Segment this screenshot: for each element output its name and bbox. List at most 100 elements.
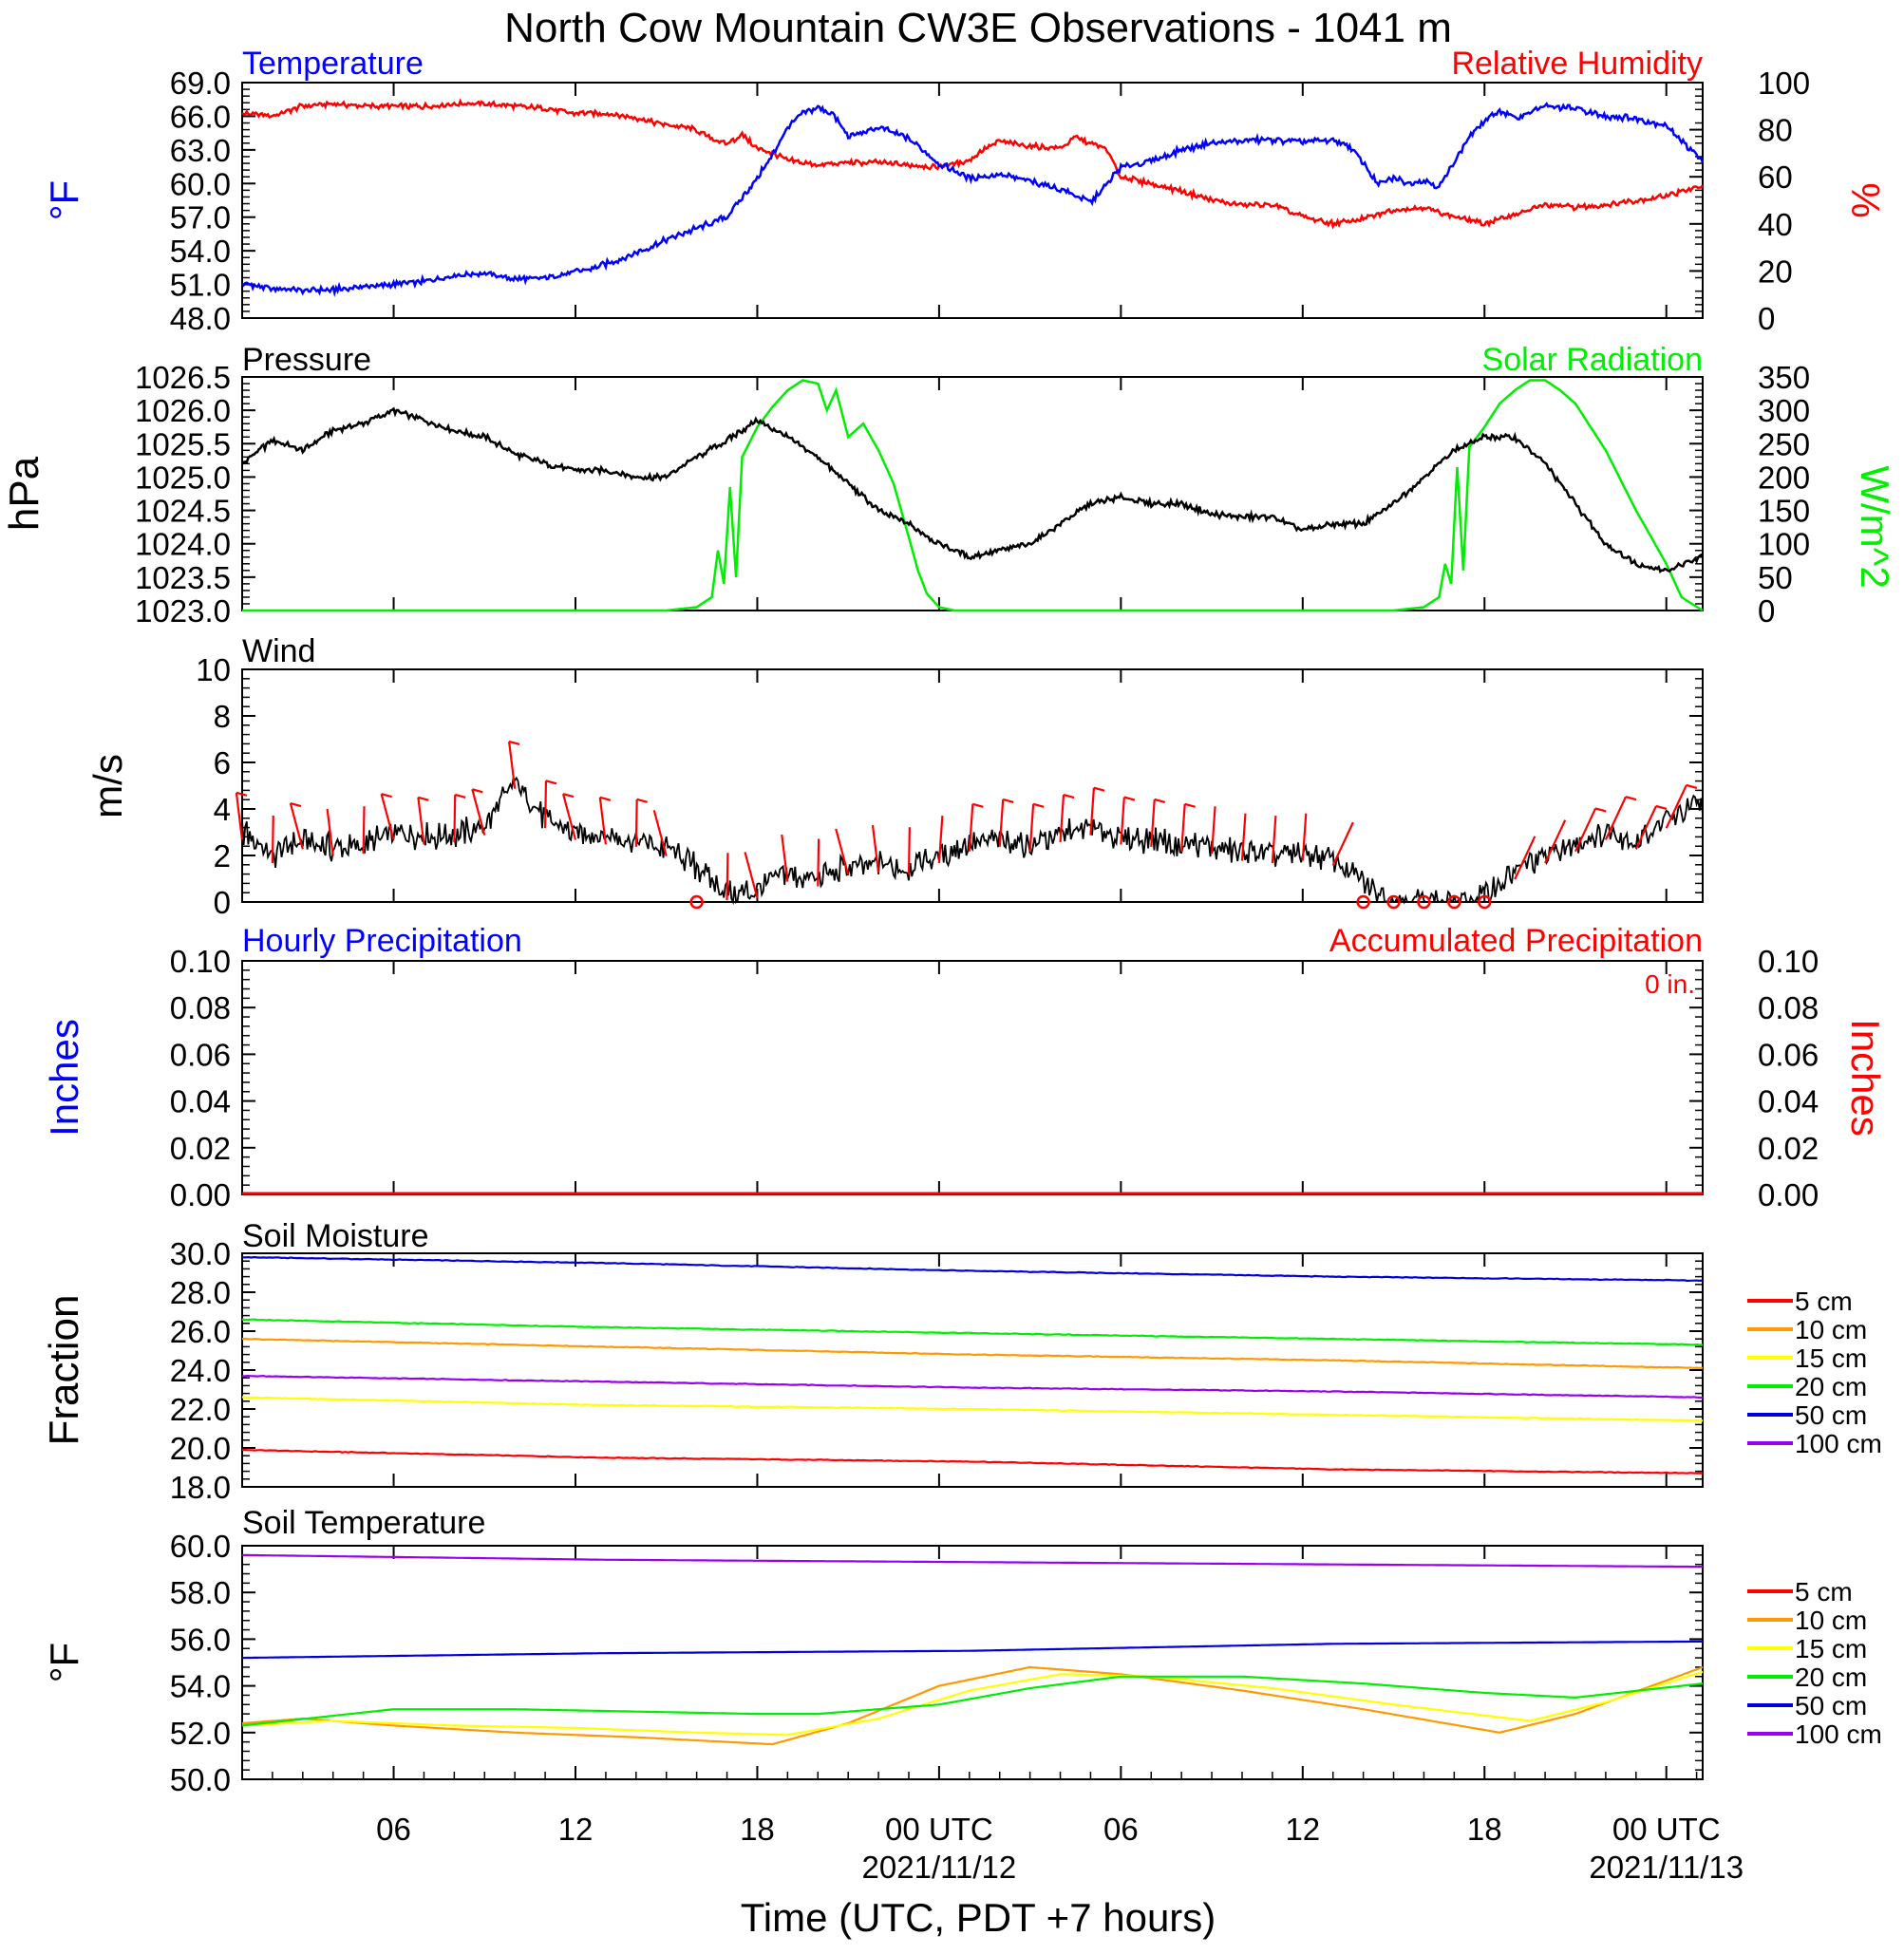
wind-barb (634, 799, 638, 847)
soil-temp-line-20cm (241, 1675, 1704, 1727)
soil-temp-legend-label: 100 cm (1795, 1719, 1882, 1749)
soil-moisture-legend-label: 100 cm (1795, 1429, 1882, 1458)
pressure-tick-label: 1023.0 (135, 593, 231, 629)
pressure-tick-label: 1024.5 (135, 494, 231, 529)
soil-moisture-title: Soil Moisture (242, 1218, 429, 1254)
wind-tick-label: 10 (196, 652, 231, 687)
precip-tick-label: 0.00 (170, 1177, 231, 1212)
pressure-title: Pressure (242, 342, 371, 378)
soil-temp-tick-label: 52.0 (170, 1716, 231, 1751)
wind-barb-flag (1625, 796, 1637, 801)
pressure-tick-label: 1025.0 (135, 460, 231, 495)
soil-temp-legend-label: 20 cm (1795, 1663, 1867, 1692)
precip-left-axis-label: Inches (42, 1019, 86, 1137)
soil-moisture-legend-label: 10 cm (1795, 1315, 1867, 1344)
wind-barb (652, 810, 668, 856)
wind-barb (1301, 813, 1308, 861)
wind-barb-flag (545, 780, 557, 785)
x-tick-label: 00 UTC (885, 1812, 993, 1847)
temperature-tick-label: 51.0 (170, 268, 231, 303)
soil-moisture-legend-label: 5 cm (1795, 1287, 1853, 1316)
wind-barb (937, 816, 944, 864)
soil-moisture-panel-frame (241, 1252, 1704, 1488)
wind-barb (1150, 799, 1156, 847)
wind-barb (1331, 821, 1354, 866)
temperature-line (241, 102, 1705, 298)
calm-wind-marker (1386, 894, 1401, 910)
wind-barb-flag (508, 740, 520, 746)
wind-barb-flag (1686, 783, 1698, 789)
wind-tick-label: 6 (214, 745, 231, 780)
wind-barb-flag (1093, 786, 1105, 792)
soil-moisture-line-5cm (241, 1448, 1704, 1475)
solar-right-tick-label: 0 (1758, 593, 1775, 629)
humidity-right-tick-label: 80 (1758, 113, 1793, 148)
wind-barb-flag (1002, 798, 1014, 804)
wind-barb (1240, 813, 1247, 861)
x-tick-label: 00 UTC (1612, 1812, 1721, 1847)
wind-tick-label: 4 (214, 792, 231, 827)
wind-barb (1210, 806, 1216, 855)
wind-barb (235, 792, 244, 840)
wind-barb (1120, 797, 1125, 845)
soil-temp-title: Soil Temperature (242, 1505, 485, 1541)
soil-temp-line-100cm (241, 1553, 1703, 1569)
temperature-tick-label: 54.0 (170, 234, 231, 269)
precip-tick-label: 0.10 (170, 944, 231, 979)
precip-panel-frame (241, 960, 1704, 1195)
precip-right-axis-label: Inches (1843, 1019, 1888, 1137)
soil-temp-tick-label: 60.0 (170, 1529, 231, 1564)
solar-right-tick-label: 150 (1758, 494, 1810, 529)
panels: 48.051.054.057.060.063.066.069.002040608… (1, 46, 1897, 1797)
wind-barb (817, 838, 820, 887)
precip-right-tick-label: 0.02 (1758, 1131, 1819, 1166)
wind-barb (968, 803, 974, 852)
wind-barb (326, 808, 334, 856)
soil-moisture-tick-label: 18.0 (170, 1470, 231, 1505)
solar-right-tick-label: 300 (1758, 393, 1810, 428)
precip-tick-label: 0.02 (170, 1131, 231, 1166)
wind-barb (1059, 794, 1065, 843)
accum-total-label: 0 in. (1645, 969, 1695, 999)
wind-barb-flag (1655, 804, 1668, 811)
wind-barb (543, 780, 548, 829)
wind-barb-flag (1184, 802, 1196, 808)
wind-barb-flag (472, 788, 483, 794)
accum-precip-title: Accumulated Precipitation (1329, 923, 1703, 959)
soil-moisture-legend-label: 20 cm (1795, 1372, 1867, 1401)
wind-barb (998, 799, 1005, 847)
precip-tick-label: 0.04 (170, 1084, 231, 1119)
soil-moisture-tick-label: 28.0 (170, 1275, 231, 1310)
wind-barb (1665, 784, 1687, 829)
x-tick-label: 06 (1103, 1812, 1139, 1847)
precip-right-tick-label: 0.08 (1758, 990, 1819, 1025)
humidity-right-tick-label: 60 (1758, 160, 1793, 195)
pressure-line (241, 406, 1704, 574)
wind-barb-flag (454, 793, 466, 799)
solar-right-tick-label: 350 (1758, 360, 1810, 395)
pressure-tick-label: 1026.5 (135, 360, 231, 395)
page-title: North Cow Mountain CW3E Observations - 1… (504, 5, 1452, 51)
temperature-tick-label: 63.0 (170, 133, 231, 168)
wind-barb (1574, 807, 1597, 853)
wind-barb (289, 802, 304, 850)
pressure-tick-label: 1024.0 (135, 527, 231, 562)
wind-barb (1544, 819, 1567, 864)
wind-barb-flag (1594, 807, 1607, 813)
wind-barb-flag (599, 796, 612, 801)
precip-right-tick-label: 0.06 (1758, 1037, 1819, 1072)
wind-barb-flag (236, 791, 248, 797)
wind-barb (907, 827, 911, 875)
pressure-tick-label: 1026.0 (135, 393, 231, 428)
calm-wind-marker (1478, 894, 1492, 910)
soil-moisture-line-10cm (241, 1337, 1704, 1369)
soil-moisture-tick-label: 30.0 (170, 1236, 231, 1271)
soil-moisture-line-50cm (241, 1255, 1704, 1283)
soil-moisture-line-15cm (241, 1396, 1704, 1422)
wind-tick-label: 0 (214, 885, 231, 920)
wind-barb (781, 834, 789, 882)
x-axis-label: Time (UTC, PDT +7 hours) (741, 1895, 1216, 1940)
soil-temp-tick-label: 56.0 (170, 1622, 231, 1657)
